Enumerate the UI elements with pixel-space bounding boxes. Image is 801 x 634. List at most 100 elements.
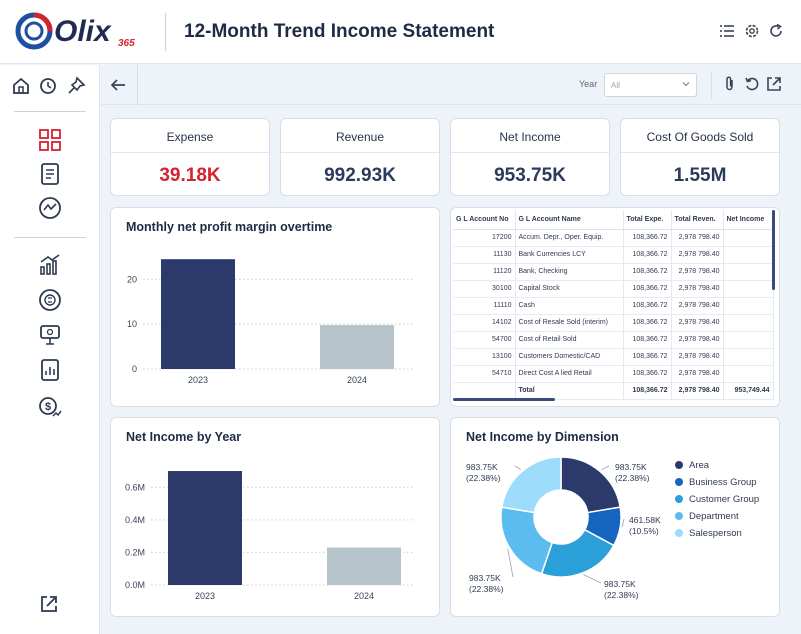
net-income-year-panel: Net Income by Year 0.0M 0.2M 0.4M 0.6M 2023 2… (110, 417, 440, 617)
kpi-divider (111, 152, 269, 153)
leader-line (621, 518, 625, 528)
y-tick-label: 20 (127, 274, 137, 284)
legend-item[interactable]: Customer Group (675, 494, 759, 511)
sidebar-divider (14, 237, 86, 238)
table-cell (723, 348, 774, 366)
gl-account-table: G L Account No G L Account Name Total Expe… (453, 210, 774, 400)
leader-line (514, 465, 522, 471)
header-divider (165, 13, 166, 51)
column-header[interactable]: Total Expe. (623, 210, 672, 230)
data-label: 461.58K (629, 515, 661, 525)
currency-exchange-icon[interactable] (37, 287, 63, 313)
kpi-divider (621, 152, 779, 153)
data-label-percent: (10.5%) (629, 526, 659, 536)
legend-item[interactable]: Salesperson (675, 528, 759, 545)
table-cell: 2,978 798.40 (671, 263, 724, 281)
table-row[interactable]: 54710 Direct Cost A lied Retail 108,366.72… (453, 365, 774, 383)
table-cell: Total (515, 382, 624, 400)
bar (320, 325, 394, 369)
table-cell: 108,366.72 (623, 348, 672, 366)
table-cell: 108,366.72 (623, 280, 672, 298)
kpi-value: 39.18K (159, 165, 221, 186)
table-cell: 2,978 798.40 (671, 382, 724, 400)
kpi-label: Cost Of Goods Sold (646, 130, 754, 144)
bar (327, 547, 401, 585)
table-row[interactable]: 11120 Bank, Checking 108,366.72 2,978 798.4… (453, 263, 774, 281)
legend-label: Business Group (689, 477, 757, 488)
data-label: 983.75K (615, 462, 647, 472)
gear-icon[interactable] (743, 22, 761, 40)
table-row[interactable]: 30100 Capital Stock 108,366.72 2,978 798.40 (453, 280, 774, 298)
trend-icon[interactable] (37, 195, 63, 221)
table-row[interactable]: 14102 Cost of Resale Sold (interim) 108,36… (453, 314, 774, 332)
kpi-divider (451, 152, 609, 153)
kpi-card-net-income: Net Income 953.75K (450, 118, 610, 196)
back-arrow-icon[interactable] (109, 76, 127, 94)
table-row[interactable]: 11110 Cash 108,366.72 2,978 798.40 (453, 297, 774, 315)
undo-icon[interactable] (743, 75, 761, 93)
legend-label: Department (689, 511, 739, 522)
donut-slice (500, 506, 554, 575)
vertical-scrollbar[interactable] (772, 210, 775, 290)
year-select[interactable]: All (604, 73, 697, 97)
kpi-label: Revenue (335, 130, 385, 144)
legend-label: Customer Group (689, 494, 760, 505)
table-cell (723, 263, 774, 281)
table-row[interactable]: 54700 Cost of Retail Sold 108,366.72 2,978 … (453, 331, 774, 349)
table-cell: 2,978 798.40 (671, 331, 724, 349)
paperclip-icon[interactable] (721, 75, 739, 93)
grid-icon[interactable] (37, 127, 63, 153)
table-cell (723, 331, 774, 349)
horizontal-scrollbar[interactable] (453, 398, 555, 401)
table-cell: 2,978 798.40 (671, 348, 724, 366)
app-header: Olix 365 12-Month Trend Income Statement (0, 0, 801, 64)
column-header[interactable]: G L Account No (453, 210, 516, 230)
table-cell: 108,366.72 (623, 246, 672, 264)
table-row[interactable]: 17200 Accum. Depr., Oper. Equip. 108,366.7… (453, 229, 774, 247)
table-cell: Capital Stock (515, 280, 624, 298)
legend-swatch (675, 461, 683, 469)
table-total-row[interactable]: Total 108,366.72 2,978 798.40 953,749.44 (453, 382, 774, 400)
report-icon[interactable] (37, 357, 63, 383)
table-row[interactable]: 11130 Bank Currencies LCY 108,366.72 2,978 … (453, 246, 774, 264)
legend-item[interactable]: Area (675, 460, 759, 477)
olix-logo[interactable]: Olix 365 (14, 10, 150, 52)
document-icon[interactable] (37, 161, 63, 187)
sidebar: $ (0, 65, 100, 634)
table-row[interactable]: 13100 Customers Domestic/CAD 108,366.72 2,9… (453, 348, 774, 366)
toolbar: Year All (101, 65, 801, 105)
bar-chart-icon[interactable] (37, 252, 63, 278)
table-cell: Cash (515, 297, 624, 315)
external-link-icon[interactable] (765, 75, 783, 93)
column-header[interactable]: Net Income (723, 210, 774, 230)
table-cell: Accum. Depr., Oper. Equip. (515, 229, 624, 247)
profit-margin-chart: 0 10 20 2023 2024 (127, 259, 413, 385)
legend-label: Area (689, 460, 710, 471)
svg-text:365: 365 (118, 38, 135, 49)
y-tick-label: 0.4M (125, 515, 145, 525)
kpi-value: 953.75K (494, 165, 566, 186)
y-tick-label: 10 (127, 319, 137, 329)
legend-item[interactable]: Department (675, 511, 759, 528)
pin-icon[interactable] (63, 73, 89, 99)
money-growth-icon[interactable]: $ (37, 394, 63, 420)
external-link-icon[interactable] (36, 591, 62, 617)
presentation-icon[interactable] (37, 322, 63, 348)
table-cell (723, 280, 774, 298)
column-header[interactable]: Total Reven. (671, 210, 724, 230)
list-icon[interactable] (718, 22, 736, 40)
chart-legend: Area Business Group Customer Group Departme… (675, 460, 759, 545)
legend-item[interactable]: Business Group (675, 477, 759, 494)
year-select-value: All (611, 81, 620, 90)
column-header[interactable]: G L Account Name (515, 210, 624, 230)
table-cell: 13100 (453, 348, 516, 366)
home-icon[interactable] (8, 73, 34, 99)
table-cell: Cost of Retail Sold (515, 331, 624, 349)
table-cell: 108,366.72 (623, 263, 672, 281)
kpi-divider (281, 152, 439, 153)
table-cell: 2,978 798.40 (671, 280, 724, 298)
refresh-icon[interactable] (767, 22, 785, 40)
year-filter-label: Year (579, 79, 598, 89)
kpi-card-expense: Expense 39.18K (110, 118, 270, 196)
clock-icon[interactable] (35, 73, 61, 99)
